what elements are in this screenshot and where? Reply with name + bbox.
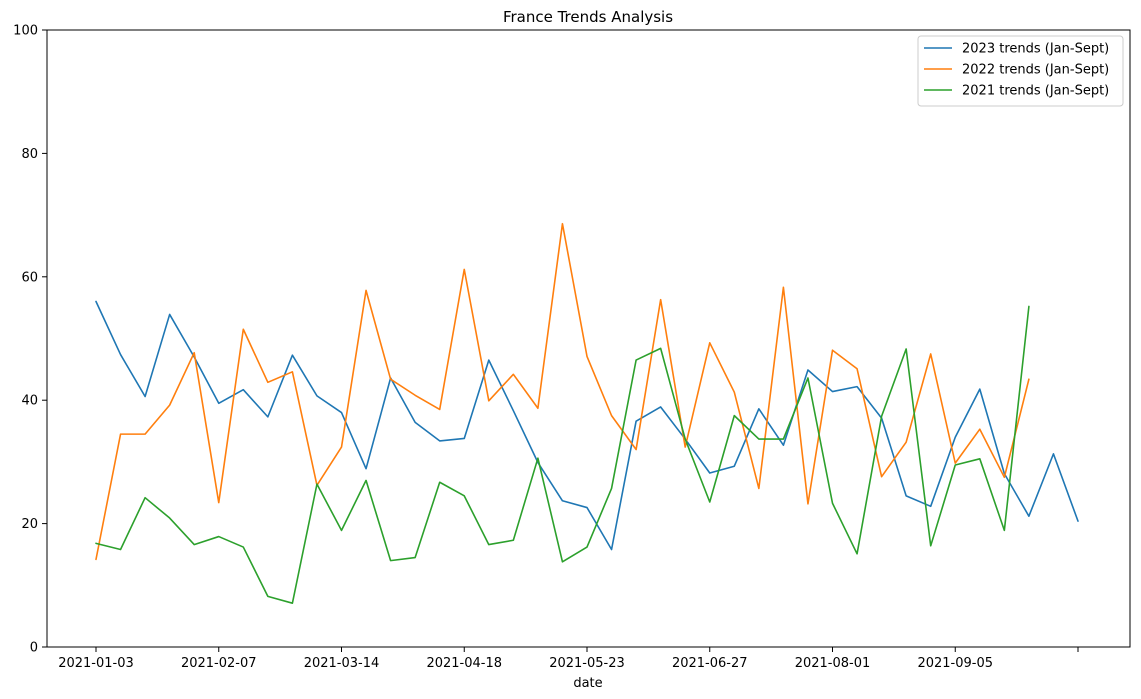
series-line-3: [95, 305, 1030, 604]
chart-title: France Trends Analysis: [503, 8, 673, 26]
y-axis: 0 20 40 60 80 100: [13, 24, 47, 656]
plot-frame: [46, 29, 1131, 648]
y-tick-label: 100: [13, 24, 38, 39]
legend-label-3: 2021 trends (Jan-Sept): [962, 84, 1109, 99]
x-axis: 2021-01-03 2021-02-07 2021-03-14 2021-04-18…: [58, 647, 1079, 671]
legend-label-1: 2023 trends (Jan-Sept): [962, 42, 1109, 57]
x-axis-label: date: [573, 676, 602, 691]
legend: 2023 trends (Jan-Sept) 2022 trends (Jan-S…: [917, 35, 1124, 107]
x-tick-label: 2021-02-07: [181, 656, 257, 671]
x-tick-label: 2021-05-23: [549, 656, 625, 671]
legend-label-2: 2022 trends (Jan-Sept): [962, 63, 1109, 78]
x-tick-label: 2021-08-01: [795, 656, 871, 671]
legend-box: [917, 35, 1124, 107]
x-tick-label: 2021-06-27: [672, 656, 748, 671]
y-tick-label: 60: [21, 270, 38, 285]
y-tick-label: 40: [21, 394, 38, 409]
x-tick-label: 2021-03-14: [304, 656, 380, 671]
x-tick-label: 2021-01-03: [58, 656, 134, 671]
y-tick-label: 80: [21, 147, 38, 162]
series-line-2: [95, 222, 1030, 561]
y-tick-label: 0: [30, 641, 38, 656]
series-line-1: [95, 300, 1079, 551]
y-tick-label: 20: [21, 517, 38, 532]
x-tick-label: 2021-09-05: [917, 656, 993, 671]
series-layer: [95, 222, 1079, 604]
x-tick-label: 2021-04-18: [426, 656, 502, 671]
